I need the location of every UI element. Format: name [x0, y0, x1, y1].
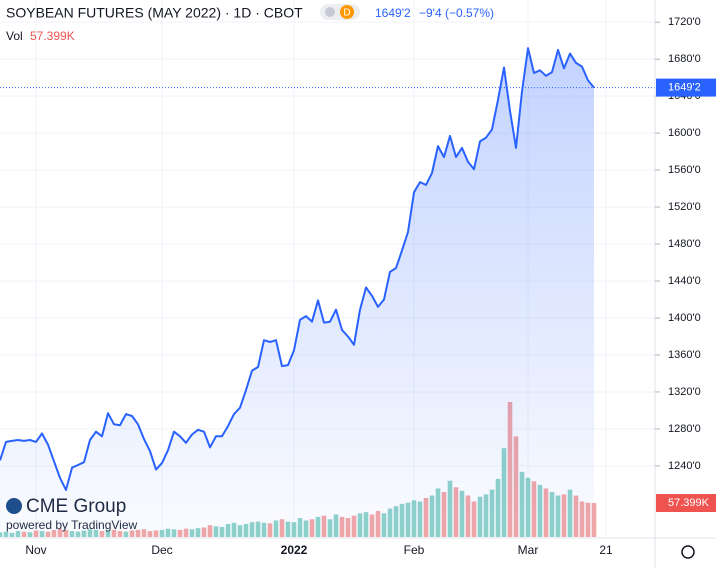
- logo: CME Group powered by TradingView: [6, 496, 138, 532]
- area: [0, 48, 594, 538]
- x-tick-label: Nov: [25, 543, 46, 557]
- volume-last: 57.399K: [30, 29, 75, 43]
- x-tick-label: Feb: [404, 543, 425, 557]
- x-tick-label: Mar: [518, 543, 539, 557]
- x-tick-label: Dec: [151, 543, 172, 557]
- badge: D: [343, 8, 350, 19]
- x-tick-label: 21: [599, 543, 613, 557]
- last-price-tag: [656, 78, 716, 97]
- y-tick-label: 1480'0: [668, 238, 701, 250]
- y-tick-label: 1440'0: [668, 275, 701, 287]
- line: [0, 47, 595, 491]
- volume-tag-label: 57.399K: [668, 497, 710, 509]
- y-tick-label: 1680'0: [668, 53, 701, 65]
- y-tick-label: 1400'0: [668, 312, 701, 324]
- y-tick-label: 1280'0: [668, 423, 701, 435]
- y-tick-label: 1560'0: [668, 164, 701, 176]
- y-tick-label: 1240'0: [668, 460, 701, 472]
- y-tick-label: 1720'0: [668, 16, 701, 28]
- last-price: 1649'2: [375, 6, 411, 20]
- price-change: −9'4 (−0.57%): [419, 6, 494, 20]
- y-tick-label: 1600'0: [668, 127, 701, 139]
- settings-icon[interactable]: [681, 545, 695, 559]
- volume-tag: [656, 494, 716, 513]
- y-tick-label: 1320'0: [668, 386, 701, 398]
- badge-circle: [340, 5, 354, 19]
- y-tick-label: 1520'0: [668, 201, 701, 213]
- chart-title: SOYBEAN FUTURES (MAY 2022) · 1D · CBOT: [6, 5, 303, 21]
- volume-title: Vol: [6, 29, 23, 43]
- badge-dot: [325, 7, 335, 17]
- x-tick-label: 2022: [281, 543, 308, 557]
- logo-mark: [6, 498, 22, 514]
- logo-text: CME Group: [26, 496, 126, 517]
- y-tick-label: 1360'0: [668, 349, 701, 361]
- powered-by: powered by TradingView: [6, 518, 138, 532]
- last-price-label: 1649'2: [668, 81, 701, 93]
